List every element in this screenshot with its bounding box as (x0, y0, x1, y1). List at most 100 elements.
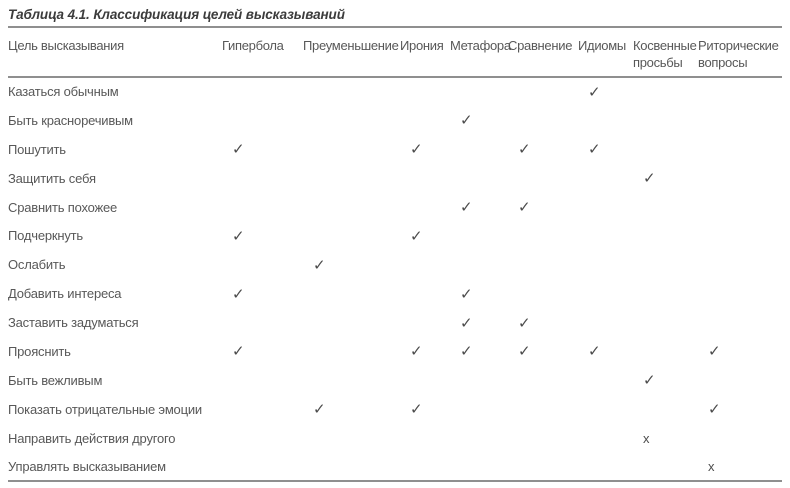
check-mark: ✓ (643, 170, 656, 188)
empty-cell (698, 193, 782, 222)
empty-cell (303, 193, 400, 222)
row-label: Быть вежливым (8, 372, 103, 388)
column-header-indirect-requests: Косвенные просьбы (633, 28, 698, 78)
check-mark: ✓ (708, 401, 721, 419)
empty-cell (698, 164, 782, 193)
empty-cell (400, 279, 450, 308)
table-header: Цель высказывания Гипербола Преуменьшени… (8, 28, 782, 78)
check-mark: ✓ (518, 199, 531, 216)
empty-cell (698, 221, 782, 250)
empty-cell (633, 193, 698, 222)
column-header-goal: Цель высказывания (8, 28, 222, 78)
empty-cell (222, 453, 303, 482)
table-row: Подчеркнуть ✓ ✓ (8, 221, 782, 250)
empty-cell (698, 308, 782, 337)
empty-cell (222, 366, 303, 395)
check-mark: ✓ (518, 314, 531, 332)
table-row: Показать отрицательные эмоции ✓ ✓ ✓ (8, 395, 782, 424)
column-header-rhetorical-questions: Риторические вопросы (698, 28, 782, 78)
empty-cell (508, 106, 578, 135)
empty-cell (698, 279, 782, 308)
empty-cell (578, 279, 633, 308)
empty-cell (578, 164, 633, 193)
row-label: Сравнить похожее (8, 199, 118, 215)
x-mark: x (708, 459, 715, 475)
column-header-idioms: Идиомы (578, 28, 633, 78)
table-row: Сравнить похожее ✓ ✓ (8, 193, 782, 222)
check-mark: ✓ (232, 141, 245, 159)
empty-cell (303, 279, 400, 308)
empty-cell (400, 106, 450, 135)
check-mark: ✓ (313, 401, 326, 419)
empty-cell (400, 453, 450, 482)
column-header-understatement: Преуменьшение (303, 28, 400, 78)
check-mark: ✓ (460, 112, 473, 130)
empty-cell (508, 395, 578, 424)
empty-cell (303, 366, 400, 395)
row-label: Пошутить (8, 141, 66, 157)
column-header-comparison: Сравнение (508, 28, 578, 78)
empty-cell (222, 106, 303, 135)
empty-cell (450, 453, 508, 482)
x-mark: x (643, 430, 650, 446)
empty-cell (508, 164, 578, 193)
empty-cell (508, 279, 578, 308)
empty-cell (698, 77, 782, 106)
empty-cell (222, 424, 303, 453)
empty-cell (508, 77, 578, 106)
table-row: Направить действия другого x (8, 424, 782, 453)
empty-cell (450, 164, 508, 193)
row-label: Заставить задуматься (8, 315, 139, 331)
empty-cell (508, 221, 578, 250)
empty-cell (400, 77, 450, 106)
empty-cell (400, 193, 450, 222)
empty-cell (698, 135, 782, 164)
empty-cell (450, 135, 508, 164)
check-mark: ✓ (460, 343, 473, 361)
row-label: Защитить себя (8, 170, 96, 186)
empty-cell (303, 135, 400, 164)
empty-cell (400, 366, 450, 395)
check-mark: ✓ (410, 141, 423, 159)
empty-cell (578, 193, 633, 222)
empty-cell (633, 250, 698, 279)
check-mark: ✓ (708, 343, 721, 361)
check-mark: ✓ (460, 285, 473, 303)
empty-cell (633, 453, 698, 482)
table-row: Прояснить ✓ ✓ ✓ ✓ ✓ ✓ (8, 337, 782, 366)
empty-cell (578, 395, 633, 424)
empty-cell (450, 366, 508, 395)
table-row: Быть красноречивым ✓ (8, 106, 782, 135)
empty-cell (450, 77, 508, 106)
table-row: Добавить интереса ✓ ✓ (8, 279, 782, 308)
row-label: Быть красноречивым (8, 112, 133, 128)
row-label: Прояснить (8, 343, 71, 359)
check-mark: ✓ (410, 401, 423, 419)
empty-cell (222, 193, 303, 222)
empty-cell (508, 366, 578, 395)
empty-cell (508, 250, 578, 279)
empty-cell (400, 250, 450, 279)
empty-cell (450, 221, 508, 250)
empty-cell (222, 250, 303, 279)
check-mark: ✓ (588, 343, 601, 361)
check-mark: ✓ (460, 314, 473, 332)
empty-cell (303, 424, 400, 453)
empty-cell (578, 308, 633, 337)
check-mark: ✓ (232, 343, 245, 361)
empty-cell (400, 164, 450, 193)
check-mark: ✓ (518, 343, 531, 361)
check-mark: ✓ (643, 372, 656, 390)
empty-cell (578, 106, 633, 135)
check-mark: ✓ (518, 141, 531, 159)
table-row: Защитить себя ✓ (8, 164, 782, 193)
empty-cell (698, 424, 782, 453)
row-label: Управлять высказыванием (8, 459, 166, 475)
empty-cell (633, 106, 698, 135)
check-mark: ✓ (313, 256, 326, 274)
table-title: Таблица 4.1. Классификация целей высказы… (8, 0, 782, 28)
table-row: Ослабить ✓ (8, 250, 782, 279)
column-header-hyperbole: Гипербола (222, 28, 303, 78)
table-row: Пошутить ✓ ✓ ✓ ✓ (8, 135, 782, 164)
table-body: Казаться обычным ✓ Быть красноречивым ✓ Пошу… (8, 77, 782, 482)
